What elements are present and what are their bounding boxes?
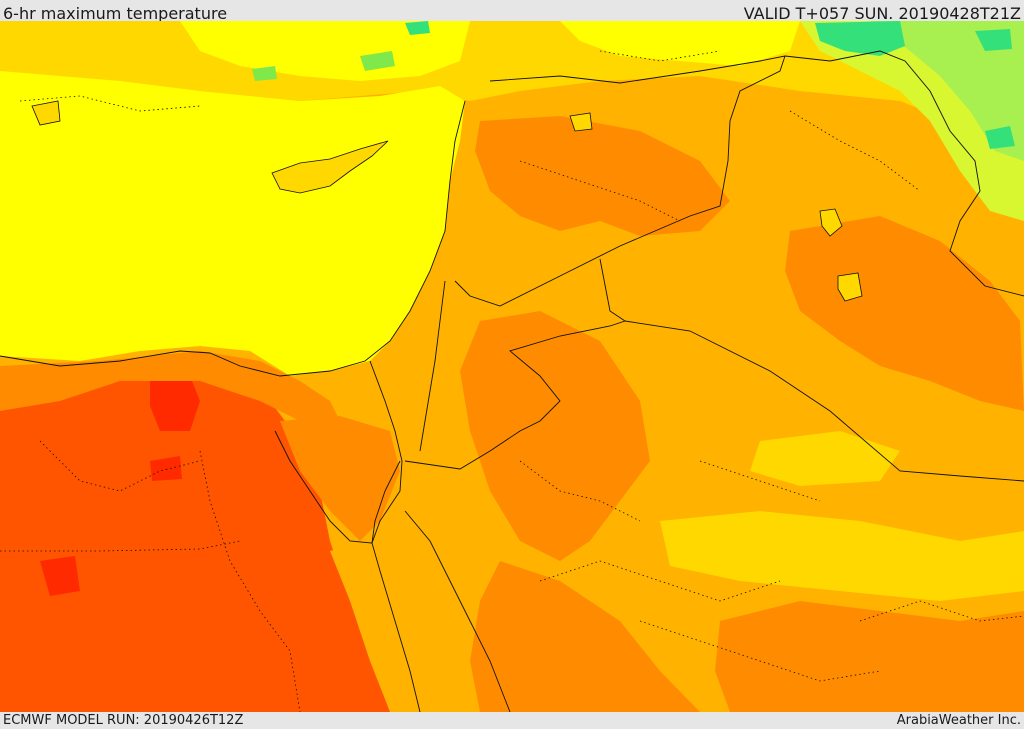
- model-run-label: ECMWF MODEL RUN: 20190426T12Z: [3, 713, 244, 728]
- jordan-orange: [460, 311, 650, 561]
- north-yellow-patch-2: [560, 21, 800, 66]
- sinai-orange: [280, 416, 400, 541]
- northeast-green-blob: [815, 21, 905, 56]
- egypt-red-core-3: [150, 456, 182, 481]
- south-orange: [715, 601, 1024, 712]
- valid-time-label: VALID T+057 SUN. 20190428T21Z: [743, 4, 1021, 23]
- egypt-orange-red: [0, 366, 390, 712]
- egypt-coast-orange: [0, 351, 340, 421]
- footer-bar: ECMWF MODEL RUN: 20190426T12Z ArabiaWeat…: [0, 712, 1024, 729]
- admin-boundaries: [0, 50, 1024, 712]
- map-title: 6-hr maximum temperature: [3, 4, 228, 23]
- country-borders: [0, 50, 1024, 712]
- temperature-map: [0, 21, 1024, 712]
- northeast-green-blob-2: [975, 29, 1012, 51]
- egypt-red-core-2: [40, 556, 80, 596]
- red-sea: [330, 541, 450, 712]
- north-green-spot-3: [252, 66, 277, 81]
- egypt-red-core: [150, 376, 200, 431]
- syria-orange: [475, 116, 730, 236]
- north-green-spot-2: [360, 51, 395, 71]
- saudi-gold-patch-2: [750, 431, 900, 486]
- lakes-and-islands: [31, 100, 863, 302]
- north-green-spot: [405, 21, 430, 35]
- saudi-orange: [470, 561, 700, 712]
- saudi-gold-patch: [660, 511, 1024, 601]
- cyprus-island: [271, 140, 389, 194]
- header-bar: 6-hr maximum temperature VALID T+057 SUN…: [0, 0, 1024, 23]
- mediterranean-sea: [0, 71, 465, 376]
- north-yellow-patch: [180, 21, 470, 81]
- credit-label: ArabiaWeather Inc.: [896, 713, 1021, 728]
- northeast-light-green: [870, 21, 1024, 161]
- temperature-map-svg: [0, 21, 1024, 712]
- northeast-green-blob-3: [985, 126, 1015, 149]
